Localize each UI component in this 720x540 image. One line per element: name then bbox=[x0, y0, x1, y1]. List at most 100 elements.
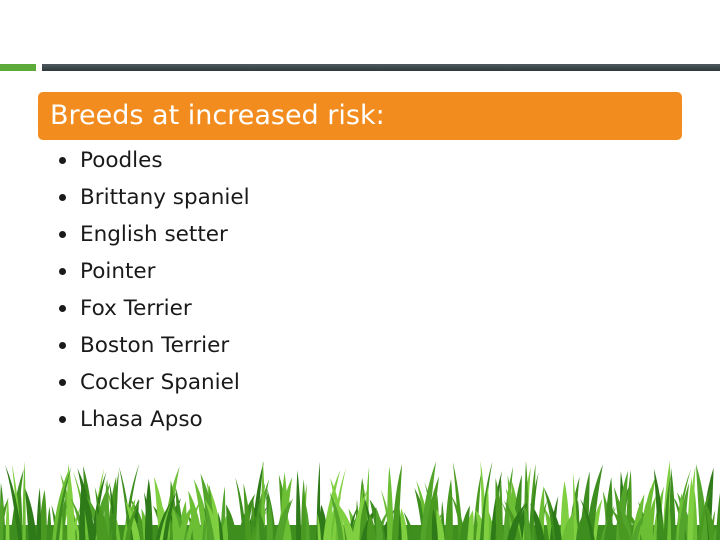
grass-blade bbox=[663, 475, 671, 540]
bullet-text: Fox Terrier bbox=[80, 296, 192, 321]
header-bar bbox=[42, 64, 720, 71]
bullet-dot bbox=[59, 157, 66, 164]
grass-blade bbox=[366, 514, 376, 540]
grass-blade bbox=[572, 472, 578, 540]
bullet-item: Cocker Spaniel bbox=[0, 364, 250, 401]
bullet-dot bbox=[59, 342, 66, 349]
grass-blade bbox=[351, 489, 368, 540]
grass-blade bbox=[400, 508, 408, 540]
bullet-dot bbox=[59, 305, 66, 312]
grass-blade bbox=[316, 461, 321, 540]
grass-blade bbox=[523, 502, 532, 540]
grass-blade bbox=[473, 471, 482, 540]
bullet-item: Boston Terrier bbox=[0, 327, 250, 364]
bullet-dot bbox=[59, 231, 66, 238]
grass-blade bbox=[445, 479, 453, 540]
grass-blade bbox=[631, 513, 645, 540]
grass-blade bbox=[631, 493, 645, 540]
bullet-text: Cocker Spaniel bbox=[80, 370, 240, 395]
grass-blade bbox=[697, 488, 712, 540]
grass-blade bbox=[332, 467, 347, 540]
grass-blade bbox=[687, 476, 693, 540]
grass-blade bbox=[459, 505, 470, 540]
bullet-text: Brittany spaniel bbox=[80, 185, 250, 210]
grass-blade bbox=[667, 504, 672, 540]
grass-blade bbox=[359, 477, 368, 540]
grass-blade bbox=[391, 463, 403, 540]
grass-blade bbox=[579, 498, 595, 540]
grass-blade bbox=[420, 461, 437, 540]
grass bbox=[0, 460, 720, 540]
grass-blade bbox=[337, 504, 355, 540]
grass-blade bbox=[243, 483, 252, 540]
bullet-item: Brittany spaniel bbox=[0, 179, 250, 216]
grass-blade bbox=[24, 487, 37, 540]
grass-blade bbox=[0, 494, 4, 540]
grass-blade bbox=[154, 476, 167, 540]
bullet-text: Lhasa Apso bbox=[80, 407, 203, 432]
grass-blade bbox=[561, 510, 576, 540]
grass-blade bbox=[403, 511, 415, 540]
grass-blade bbox=[436, 508, 445, 540]
grass-blade bbox=[317, 513, 321, 540]
grass-blade bbox=[387, 466, 394, 540]
grass-blade bbox=[39, 489, 47, 540]
grass-blade bbox=[425, 476, 440, 540]
grass-blade bbox=[274, 500, 291, 540]
grass-blade bbox=[172, 507, 181, 540]
bullet-dot bbox=[59, 194, 66, 201]
grass-blade bbox=[79, 478, 86, 540]
grass-blade bbox=[507, 503, 526, 540]
grass-blade bbox=[301, 478, 306, 540]
bullet-item: Fox Terrier bbox=[0, 290, 250, 327]
grass-blade bbox=[204, 498, 221, 540]
bullet-item: Lhasa Apso bbox=[0, 401, 250, 438]
grass-blade bbox=[111, 470, 119, 540]
bullet-dot bbox=[59, 416, 66, 423]
grass-blade bbox=[612, 510, 631, 540]
grass-blade bbox=[125, 499, 141, 540]
grass-blade bbox=[503, 466, 514, 540]
grass-blade bbox=[495, 477, 504, 540]
grass-blade bbox=[329, 492, 344, 540]
grass-blade bbox=[614, 493, 633, 540]
grass-blade bbox=[96, 508, 101, 540]
grass-blade bbox=[475, 514, 481, 540]
grass-blade bbox=[551, 507, 562, 540]
grass-blade bbox=[323, 469, 341, 540]
grass-blade bbox=[185, 500, 201, 540]
grass-blade bbox=[226, 504, 237, 540]
grass-blade bbox=[5, 464, 23, 540]
bullet-item: Poodles bbox=[0, 142, 250, 179]
grass-blade bbox=[46, 506, 52, 540]
grass-blade bbox=[528, 472, 539, 540]
grass-blade bbox=[678, 482, 690, 540]
grass-blade bbox=[258, 510, 267, 540]
grass-blade bbox=[162, 491, 177, 540]
grass-blade bbox=[575, 513, 585, 540]
grass-blade bbox=[452, 462, 463, 540]
grass-blade bbox=[118, 466, 132, 540]
bullet-text: English setter bbox=[80, 222, 228, 247]
grass-blade bbox=[296, 470, 302, 540]
grass-blade bbox=[217, 511, 224, 540]
bullet-item: Pointer bbox=[0, 253, 250, 290]
bullet-item: English setter bbox=[0, 216, 250, 253]
bullet-list: Poodles Brittany spaniel English setter Poi… bbox=[0, 142, 250, 438]
grass-blade bbox=[709, 509, 716, 540]
grass-blade bbox=[483, 486, 489, 540]
bullet-dot bbox=[59, 379, 66, 386]
bullet-text: Pointer bbox=[80, 259, 156, 284]
grass-blade bbox=[431, 508, 438, 540]
grass-blade bbox=[375, 507, 384, 540]
grass-blade bbox=[5, 497, 10, 540]
grass-blade bbox=[96, 500, 110, 540]
grass-blade bbox=[144, 491, 153, 540]
grass-blade bbox=[640, 475, 657, 540]
grass-blade bbox=[36, 487, 42, 540]
grass-blade bbox=[155, 500, 173, 540]
grass-blade bbox=[266, 500, 273, 540]
bullet-text: Poodles bbox=[80, 148, 163, 173]
grass-blade bbox=[656, 511, 665, 540]
